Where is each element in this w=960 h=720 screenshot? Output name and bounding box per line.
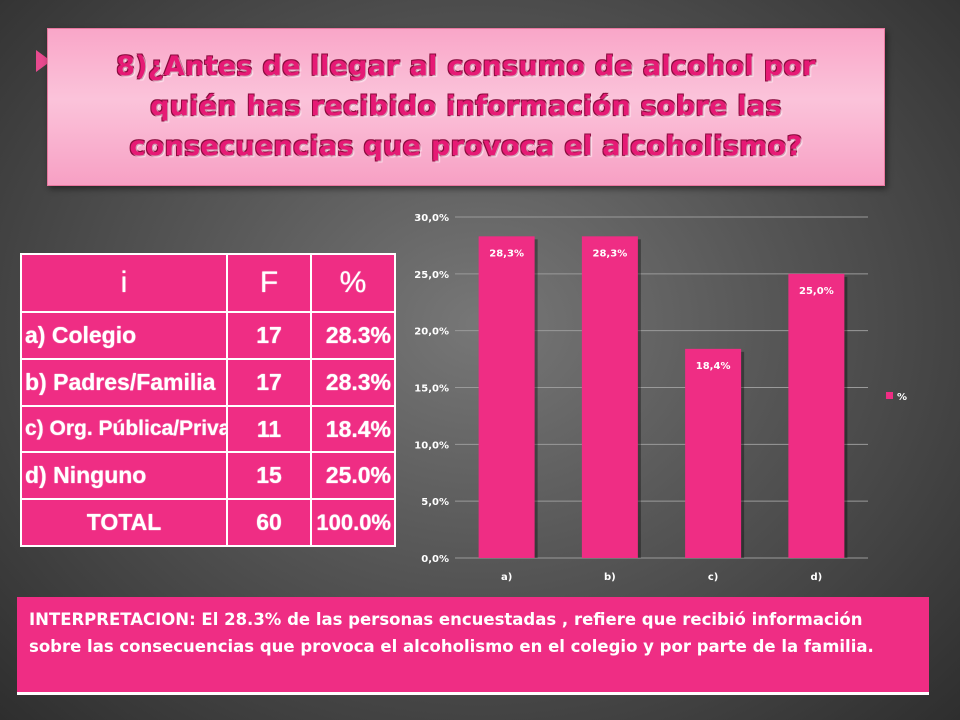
bar [581,236,638,558]
header-cell-pct: % [310,252,396,314]
y-tick-label: 25,0% [414,270,449,281]
title-banner: 8)¿Antes de llegar al consumo de alcohol… [47,28,885,186]
x-tick-label: d) [811,572,823,583]
data-label: 28,3% [489,248,524,259]
x-tick-label: c) [708,572,719,583]
y-tick-label: 10,0% [414,440,449,451]
row-percent: 25.0% [310,451,396,501]
bar [788,273,845,558]
x-tick-label: a) [501,572,512,583]
table-row: c) Org. Pública/Privada 11 18.4% [20,404,396,454]
y-tick-label: 15,0% [414,384,449,395]
row-label: a) Colegio [20,311,228,360]
header-cell-f: F [226,252,312,314]
data-label: 18,4% [696,361,731,372]
row-frequency: 17 [226,311,312,360]
bar [685,348,742,558]
legend-swatch [886,392,893,399]
total-percent: 100.0% [310,498,396,547]
bar-chart: 0,0% 5,0% 10,0% 15,0% 20,0% 25,0% 30,0% 28,3% a)… [400,204,920,594]
row-percent: 18.4% [310,404,396,454]
row-label: d) Ninguno [20,451,228,501]
row-frequency: 15 [226,451,312,501]
table-row: d) Ninguno 15 25.0% [20,451,396,501]
row-label: c) Org. Pública/Privada [20,404,228,454]
legend-label: % [897,392,907,403]
header-cell-i: i [20,252,228,314]
table-total-row: TOTAL 60 100.0% [20,498,396,547]
table-row: b) Padres/Familia 17 28.3% [20,357,396,407]
row-percent: 28.3% [310,357,396,407]
row-percent: 28.3% [310,311,396,360]
bar-chart-svg: 0,0% 5,0% 10,0% 15,0% 20,0% 25,0% 30,0% 28,3% a)… [414,213,907,583]
y-tick-label: 0,0% [421,554,449,565]
interpretation-text: INTERPRETACION: El 28.3% de las personas… [29,610,874,656]
y-tick-label: 20,0% [414,327,449,338]
x-tick-label: b) [604,572,616,583]
table-header-row: i F % [20,252,396,314]
total-label: TOTAL [20,498,228,547]
data-label: 25,0% [799,286,834,297]
y-tick-label: 5,0% [421,497,449,508]
total-frequency: 60 [226,498,312,547]
row-label: b) Padres/Familia [20,357,228,407]
row-frequency: 17 [226,357,312,407]
data-label: 28,3% [593,248,628,259]
frequency-table: i F % a) Colegio 17 28.3% b) Padres/Fami… [20,252,396,547]
bar [478,236,535,558]
row-frequency: 11 [226,404,312,454]
y-tick-label: 30,0% [414,213,449,224]
interpretation-box: INTERPRETACION: El 28.3% de las personas… [17,597,929,695]
table-row: a) Colegio 17 28.3% [20,311,396,360]
slide-title: 8)¿Antes de llegar al consumo de alcohol… [116,51,816,162]
